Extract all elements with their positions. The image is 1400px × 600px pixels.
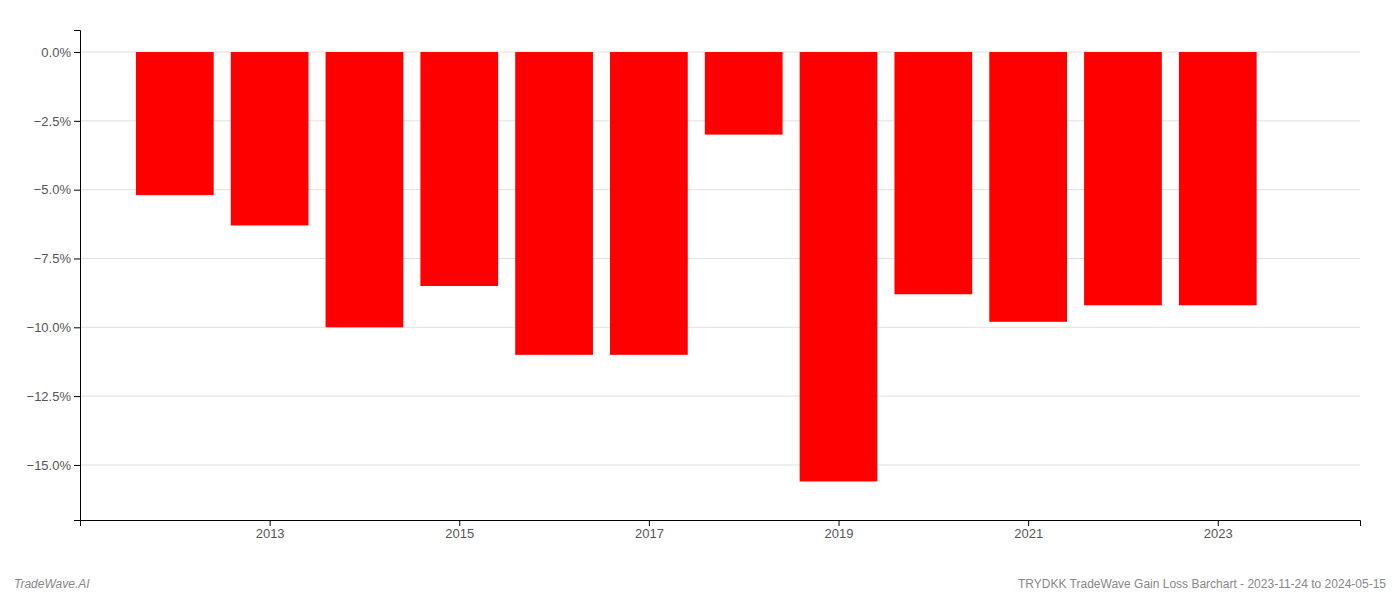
y-tick: −12.5%: [27, 389, 80, 404]
y-tick-label: 0.0%: [41, 45, 71, 60]
y-tick-label: −10.0%: [27, 320, 72, 335]
bar: [610, 52, 688, 355]
bar: [136, 52, 214, 195]
bar: [420, 52, 498, 286]
bar: [800, 52, 878, 481]
x-tick: 2017: [635, 520, 664, 541]
x-tick-label: 2023: [1204, 526, 1233, 541]
y-tick-mark: [74, 52, 80, 53]
y-tick-label: −15.0%: [27, 458, 72, 473]
x-tick-label: 2015: [445, 526, 474, 541]
x-tick-mark: [459, 520, 460, 526]
x-tick-mark: [1028, 520, 1029, 526]
y-tick: −15.0%: [27, 458, 80, 473]
x-tick-label: 2013: [256, 526, 285, 541]
plot: 0.0% −2.5% −5.0% −7.5% −10.0% −12.5% −15.0% 201…: [27, 31, 1361, 542]
y-axis-line: [74, 31, 81, 521]
chart: 0.0% −2.5% −5.0% −7.5% −10.0% −12.5% −15.0% 201…: [0, 0, 1400, 600]
x-tick-label: 2017: [635, 526, 664, 541]
x-tick-mark: [270, 520, 271, 526]
bar: [231, 52, 309, 225]
x-tick: 2015: [445, 520, 474, 541]
y-tick-label: −12.5%: [27, 389, 72, 404]
bar: [326, 52, 404, 327]
y-tick: −2.5%: [34, 114, 80, 129]
bar: [1084, 52, 1162, 305]
grid-line: [80, 258, 1360, 259]
x-tick-mark: [649, 520, 650, 526]
bars: [136, 52, 1257, 481]
y-tick: 0.0%: [41, 45, 80, 60]
y-tick-label: −7.5%: [34, 251, 72, 266]
x-axis: 2013 2015 2017 2019 2021 2023: [81, 520, 1361, 541]
x-tick: 2023: [1204, 520, 1233, 541]
bar: [989, 52, 1067, 322]
y-tick: −5.0%: [34, 182, 80, 197]
x-tick-label: 2021: [1014, 526, 1043, 541]
bar: [705, 52, 783, 135]
grid-line: [80, 327, 1360, 328]
x-axis-line: [81, 521, 1361, 527]
y-tick-mark: [74, 121, 80, 122]
y-tick-mark: [74, 258, 80, 259]
bar: [894, 52, 972, 294]
footer-right: TRYDKK TradeWave Gain Loss Barchart - 20…: [1018, 577, 1386, 591]
bar: [1179, 52, 1257, 305]
y-tick-label: −2.5%: [34, 114, 72, 129]
y-tick-mark: [74, 327, 80, 328]
y-tick-mark: [74, 190, 80, 191]
x-tick: 2013: [256, 520, 285, 541]
y-tick-label: −5.0%: [34, 182, 72, 197]
y-tick: −7.5%: [34, 251, 80, 266]
bar: [515, 52, 593, 355]
y-tick-mark: [74, 465, 80, 466]
x-tick: 2019: [825, 520, 854, 541]
x-tick: 2021: [1014, 520, 1043, 541]
footer-left: TradeWave.AI: [14, 577, 90, 591]
x-tick-label: 2019: [825, 526, 854, 541]
y-tick-mark: [74, 396, 80, 397]
grid-line: [80, 464, 1360, 465]
x-tick-mark: [1218, 520, 1219, 526]
x-tick-mark: [839, 520, 840, 526]
grid-line: [80, 396, 1360, 397]
y-tick: −10.0%: [27, 320, 80, 335]
y-axis: 0.0% −2.5% −5.0% −7.5% −10.0% −12.5% −15.0%: [27, 31, 81, 521]
grid: [80, 52, 1360, 465]
